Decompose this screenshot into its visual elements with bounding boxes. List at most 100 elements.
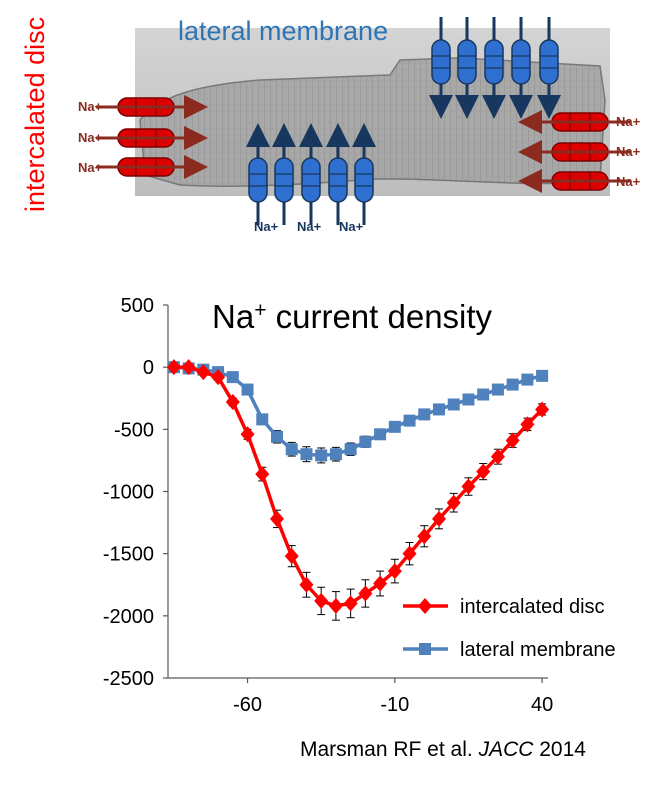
legend-item: intercalated disc <box>403 596 605 618</box>
data-point <box>225 393 240 410</box>
data-point <box>359 435 372 448</box>
na-ion-label-left-3: Na+ <box>78 160 103 175</box>
data-point <box>402 545 417 562</box>
na-channel-lateral <box>509 17 533 119</box>
na-channel-lateral <box>482 17 506 119</box>
data-point <box>196 364 211 381</box>
na-ion-label-right-3: Na+ <box>616 174 641 189</box>
data-point <box>447 398 460 411</box>
na-ion-label-bottom-2: Na+ <box>297 219 322 234</box>
y-axis-ticks: 500 0 -500 -1000 -1500 -2000 -2500 <box>103 295 168 690</box>
data-point <box>374 428 387 441</box>
data-point <box>256 413 269 426</box>
data-point <box>387 563 402 580</box>
na-ion-label-bottom-1: Na+ <box>254 219 279 234</box>
data-point <box>285 443 298 456</box>
data-point <box>418 408 431 421</box>
na-ion-label-left-2: Na+ <box>78 130 103 145</box>
citation-year: 2014 <box>539 738 586 761</box>
x-tick-label: -10 <box>380 694 409 716</box>
na-channel-lateral <box>352 123 376 225</box>
lateral-membrane-label: lateral membrane <box>178 16 388 46</box>
na-ion-label-right-1: Na+ <box>616 114 641 129</box>
y-tick-label: -500 <box>114 419 154 441</box>
citation-journal: JACC <box>478 738 534 761</box>
series-intercalated-disc <box>166 359 550 621</box>
series-layer <box>166 359 550 621</box>
na-channel-intercalated <box>518 169 630 193</box>
x-axis-ticks: -60 -10 40 <box>233 678 553 716</box>
bottom-lateral-channels <box>246 123 376 225</box>
data-point <box>388 420 401 433</box>
data-point <box>240 426 255 443</box>
na-channel-intercalated <box>96 155 208 179</box>
data-point <box>477 388 490 401</box>
na-channel-intercalated <box>518 140 630 164</box>
legend-marker <box>418 598 432 614</box>
data-point <box>181 359 196 376</box>
na-channel-lateral <box>326 123 350 225</box>
data-point <box>211 369 226 386</box>
right-intercalated-channels <box>518 110 630 193</box>
series-lateral-membrane <box>167 361 549 464</box>
na-channel-intercalated <box>96 95 208 119</box>
data-point <box>343 595 358 612</box>
legend-marker <box>419 643 431 655</box>
chart-axes <box>167 305 548 679</box>
data-point <box>433 403 446 416</box>
data-point <box>373 575 388 592</box>
chart-title: Na+ current density <box>212 298 493 335</box>
citation: Marsman RF et al. JACC 2014 <box>300 738 586 762</box>
data-point <box>300 448 313 461</box>
na-ion-label-bottom-3: Na+ <box>339 219 364 234</box>
data-point <box>432 510 447 527</box>
cardiomyocyte-illustration: lateral membrane intercalated disc Na+ N… <box>20 16 641 234</box>
intercalated-disc-label: intercalated disc <box>20 17 50 212</box>
data-point <box>269 510 284 527</box>
data-point <box>284 548 299 565</box>
na-channel-lateral <box>272 123 296 225</box>
data-point <box>446 494 461 511</box>
data-point <box>506 378 519 391</box>
data-point <box>505 432 520 449</box>
data-point <box>314 592 329 609</box>
x-tick-label: -60 <box>233 694 262 716</box>
data-point <box>315 449 328 462</box>
y-tick-label: -1000 <box>103 482 154 504</box>
y-tick-label: 500 <box>121 295 154 317</box>
data-point <box>299 576 314 593</box>
data-point <box>255 466 270 483</box>
y-tick-label: -1500 <box>103 544 154 566</box>
chart-legend: intercalated disc lateral membrane <box>403 596 616 661</box>
y-tick-label: -2500 <box>103 668 154 690</box>
x-tick-label: 40 <box>531 694 553 716</box>
na-ion-label-right-2: Na+ <box>616 144 641 159</box>
data-point <box>344 443 357 456</box>
data-point <box>476 463 491 480</box>
na-channel-lateral <box>246 123 270 225</box>
data-point <box>403 414 416 427</box>
data-point <box>241 383 254 396</box>
data-point <box>329 448 342 461</box>
na-ion-label-left-1: Na+ <box>78 99 103 114</box>
data-point <box>417 528 432 545</box>
data-point <box>520 416 535 433</box>
data-point <box>328 597 343 614</box>
legend-label: intercalated disc <box>460 596 605 618</box>
data-point <box>462 393 475 406</box>
na-channel-intercalated <box>96 126 208 150</box>
na-channel-lateral <box>455 17 479 119</box>
na-channel-lateral <box>429 17 453 119</box>
citation-authors: Marsman RF et al. <box>300 738 473 761</box>
data-point <box>535 401 550 418</box>
na-channel-lateral <box>299 123 323 225</box>
data-point <box>358 585 373 602</box>
na-channel-intercalated <box>518 110 630 134</box>
y-tick-label: 0 <box>143 357 154 379</box>
data-point <box>166 359 181 376</box>
legend-item: lateral membrane <box>403 639 616 661</box>
data-point <box>536 369 549 382</box>
na-channel-lateral <box>537 17 561 119</box>
left-intercalated-channels <box>96 95 208 179</box>
